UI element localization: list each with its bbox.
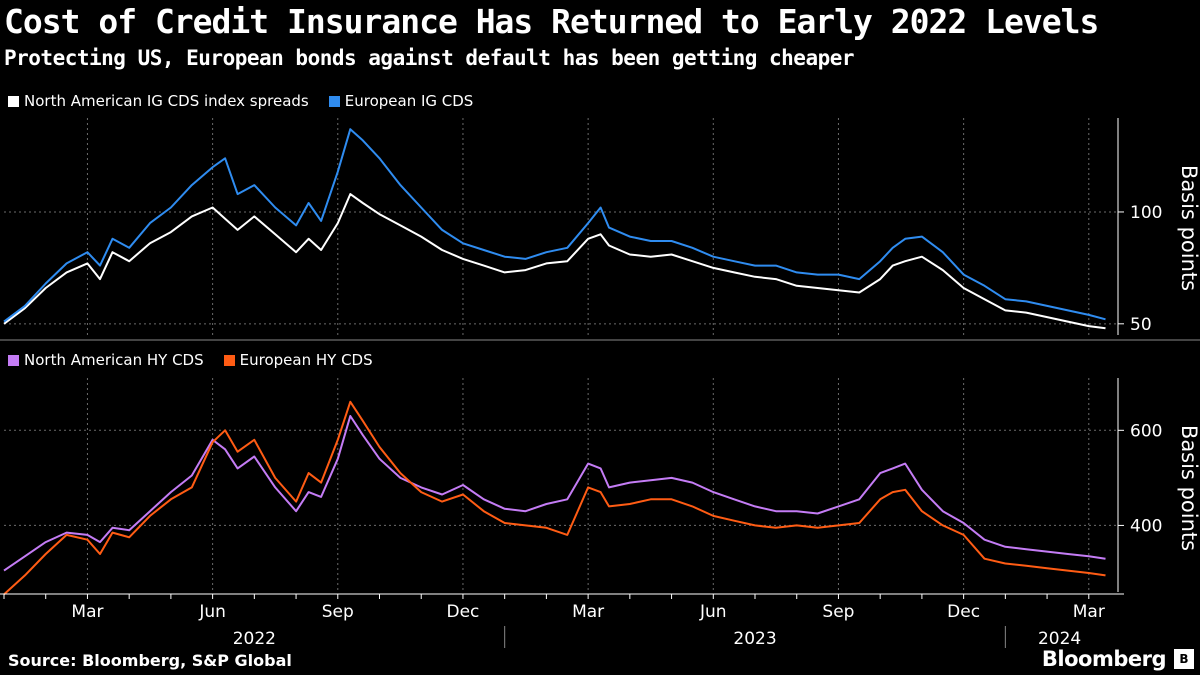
source-note: Source: Bloomberg, S&P Global <box>8 651 292 670</box>
legend-item-na-hy: North American HY CDS <box>8 351 204 369</box>
hy-y-axis-label: Basis points <box>1177 425 1200 551</box>
legend-swatch-purple <box>8 354 19 366</box>
bloomberg-logo: Bloomberg <box>1041 647 1167 671</box>
x-tick-label-3: Dec <box>446 602 479 622</box>
legend-swatch-blue <box>328 95 340 107</box>
legend-label-na-hy: North American HY CDS <box>24 351 204 369</box>
legend-label-eu-ig: European IG CDS <box>344 92 474 110</box>
hy-series-1-line <box>3 400 1106 596</box>
hy-series-0-line <box>3 415 1106 572</box>
x-tick-label-4: Mar <box>572 602 604 622</box>
ig-legend: North American IG CDS index spreads Euro… <box>8 92 473 110</box>
hy-series-lines <box>3 400 1106 596</box>
ig-y-axis-label: Basis points <box>1177 165 1200 291</box>
legend-label-na-ig: North American IG CDS index spreads <box>24 92 309 110</box>
chart-subtitle: Protecting US, European bonds against de… <box>4 46 855 70</box>
year-label-2023: 2023 <box>733 629 776 649</box>
ig-series-1-line <box>3 128 1106 323</box>
x-tick-label-7: Dec <box>947 602 980 622</box>
x-tick-label-6: Sep <box>822 602 854 622</box>
axes: 50 100 400 600 Mar Jun Sep Dec Mar Jun Sep Dec Mar 20… <box>0 118 1162 649</box>
x-tick-label-2: Sep <box>322 602 354 622</box>
legend-item-na-ig: North American IG CDS index spreads <box>8 92 309 110</box>
ig-gridlines <box>4 118 1118 335</box>
legend-swatch-orange <box>223 354 235 366</box>
ig-ytick-label-0: 50 <box>1130 315 1152 335</box>
legend-item-eu-hy: European HY CDS <box>223 351 373 369</box>
ig-series-lines <box>3 128 1106 330</box>
legend-item-eu-ig: European IG CDS <box>328 92 474 110</box>
x-tick-label-5: Jun <box>699 602 727 622</box>
legend-label-eu-hy: European HY CDS <box>239 351 373 369</box>
ig-ytick-label-1: 100 <box>1130 203 1162 223</box>
ig-series-0-line <box>3 193 1106 330</box>
x-tick-label-1: Jun <box>198 602 226 622</box>
year-label-2022: 2022 <box>233 629 276 649</box>
hy-ytick-label-1: 600 <box>1130 421 1162 441</box>
x-tick-label-0: Mar <box>71 602 103 622</box>
hy-ytick-label-0: 400 <box>1130 516 1162 536</box>
legend-swatch-white <box>8 95 19 107</box>
x-tick-label-8: Mar <box>1073 602 1105 622</box>
year-label-2024: 2024 <box>1038 629 1081 649</box>
hy-gridlines <box>4 378 1118 592</box>
bloomberg-terminal-icon: B <box>1174 649 1194 669</box>
hy-legend: North American HY CDS European HY CDS <box>8 351 373 369</box>
chart-title: Cost of Credit Insurance Has Returned to… <box>4 2 1099 41</box>
